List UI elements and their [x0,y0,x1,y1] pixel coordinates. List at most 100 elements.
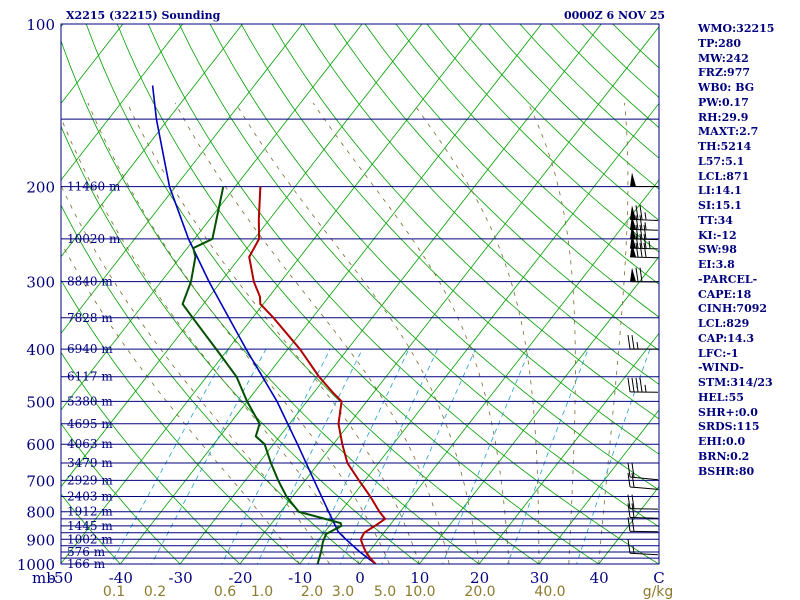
wind-barb [627,539,659,556]
mixing-ratio-label: 0.6 [214,584,236,600]
mixing-ratio-label: 3.0 [332,584,354,600]
plot-border [60,23,660,565]
temperature-tick-labels: -50 -40 -30 -20 -10 0 10 20 30 40 C [49,569,665,587]
dry-adiabat-line [85,24,540,564]
dry-adiabat-line [271,24,659,420]
wind-barb [627,517,659,533]
moist-adiabat-line [412,102,540,564]
temperature-profile [248,186,387,564]
moist-adiabat-line [527,102,576,564]
dry-adiabat-line [61,204,361,564]
wind-barb [627,335,658,350]
height-label: 166 m [67,557,106,571]
wind-barb [627,472,659,490]
mixing-ratio-label: 0.1 [103,584,125,600]
sounding-index-item: RH:29.9 [698,110,749,124]
mixing-ratio-labels: 0.1 0.2 0.6 1.0 2.0 3.0 5.0 10.0 20.0 40.0 g/kg [103,584,673,600]
mixing-ratio-line [339,348,438,564]
isotherm-line [61,24,303,335]
pressure-tick-label: 700 [26,472,55,490]
height-label: 4063 m [67,437,113,451]
height-label: 8840 m [67,275,113,289]
height-label: 2929 m [67,473,113,487]
moist-adiabat-line [61,241,301,564]
sounding-index-item: PW:0.17 [698,95,749,109]
dry-adiabat-line [61,422,181,564]
sounding-index-item: FRZ:977 [698,66,751,80]
temperature-tick-label: 20 [470,569,489,587]
sounding-index-item: CAP:14.3 [698,331,755,345]
dry-adiabat-line [61,125,420,564]
height-label: 5380 m [67,394,113,408]
sounding-index-item: LFC:-1 [698,346,739,360]
pressure-tick-label: 900 [26,531,55,549]
wind-barb [627,377,659,393]
pressure-tick-label: 500 [26,393,55,411]
wind-barb [629,205,659,222]
isotherm-line [358,179,659,564]
wind-barb [627,503,659,519]
sounding-index-item: BSHR:80 [698,464,755,478]
isotherm-line [538,409,659,564]
dry-adiabat-line [209,24,659,491]
mixing-ratio-label: 10.0 [404,584,435,600]
height-label: 576 m [67,545,106,559]
mixing-ratio-label: 0.2 [144,584,166,600]
temperature-tick-label: -50 [49,569,73,587]
mixing-ratio-label: 40.0 [534,584,565,600]
temperature-tick-label: 10 [410,569,429,587]
wind-barb [629,234,659,250]
sounding-index-item: -WIND- [698,361,744,375]
height-label: 1445 m [67,519,113,533]
sounding-index-item: LI:14.1 [698,184,742,198]
isotherm-line [61,24,363,411]
isotherm-line [61,24,64,28]
pressure-tick-label: 300 [26,274,55,292]
sounding-index-item: HEL:55 [698,390,744,404]
dry-adiabat-line [61,351,241,564]
mixing-ratio-label: 20.0 [464,584,495,600]
height-label: 10020 m [67,232,121,246]
wind-barb [630,172,658,188]
sounding-index-item: L57:5.1 [698,154,745,168]
isotherm-line [61,24,244,258]
temperature-tick-label: -10 [288,569,312,587]
wind-barb [629,267,659,283]
sounding-indices-panel: WMO:32215 TP:280 MW:242 FRZ:977 WB0: BG PW:0.… [698,22,798,479]
height-label: 6940 m [67,342,113,356]
dry-adiabat-line [61,39,480,564]
sounding-index-item: LCL:871 [698,169,750,183]
moist-adiabat-line [598,102,629,564]
height-label: 11460 m [67,180,121,194]
sounding-index-item: CAPE:18 [698,287,752,301]
parcel-trace [151,85,377,564]
chart-grid [61,24,659,564]
mixing-ratio-line [442,348,531,564]
sounding-index-item: EI:3.8 [698,258,735,271]
pressure-tick-label: 100 [26,16,55,34]
mixing-ratio-line [576,348,651,564]
mixing-ratio-line [110,348,230,564]
temperature-tick-label: 0 [355,569,365,587]
dry-adiabat-line [364,24,659,318]
moist-adiabat-line [312,102,510,564]
sounding-profiles [151,85,387,564]
sounding-index-item: LCL:829 [698,317,750,330]
dry-adiabat-line [61,493,121,564]
mixing-ratio-line [381,348,476,564]
moist-adiabat-line [87,102,390,564]
height-label: 3479 m [67,456,113,470]
sounding-index-item: MAXT:2.7 [698,125,759,139]
isotherm-line [239,26,659,564]
sounding-index-item: KI:-12 [698,228,737,242]
pressure-tick-label: 600 [26,436,55,454]
sounding-index-item: TP:280 [698,36,742,50]
moist-adiabat-line [61,184,330,564]
y-axis-unit: mb [32,569,56,587]
moist-adiabat-line [174,102,450,564]
temperature-tick-label: -30 [169,569,193,587]
isotherm-line [478,332,659,564]
dry-adiabat-line [240,24,659,455]
